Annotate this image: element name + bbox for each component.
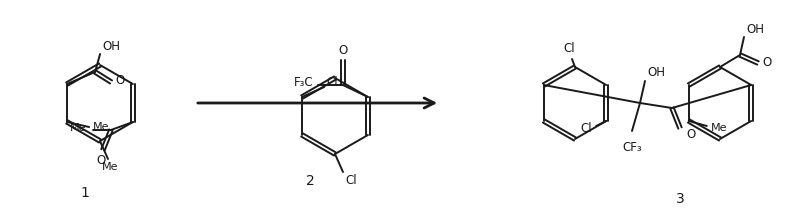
Text: Cl: Cl — [580, 122, 592, 135]
Text: OH: OH — [646, 67, 664, 80]
Text: OH: OH — [102, 40, 120, 53]
Text: F₃C: F₃C — [294, 76, 313, 90]
Text: Me: Me — [93, 122, 109, 132]
Text: O: O — [96, 154, 105, 166]
Text: O: O — [115, 74, 124, 86]
Text: O: O — [761, 57, 770, 69]
Text: O: O — [338, 44, 347, 57]
Text: CF₃: CF₃ — [622, 141, 641, 154]
Text: Cl: Cl — [326, 76, 337, 88]
Text: 2: 2 — [305, 174, 314, 188]
Text: Cl: Cl — [562, 42, 574, 55]
Text: Me: Me — [102, 162, 118, 172]
Text: Cl: Cl — [344, 173, 357, 187]
Text: Me: Me — [69, 123, 86, 133]
Text: 3: 3 — [675, 192, 683, 206]
Text: OH: OH — [745, 23, 763, 36]
Text: Me: Me — [710, 123, 727, 133]
Text: 1: 1 — [80, 186, 89, 200]
Text: O: O — [685, 128, 695, 141]
